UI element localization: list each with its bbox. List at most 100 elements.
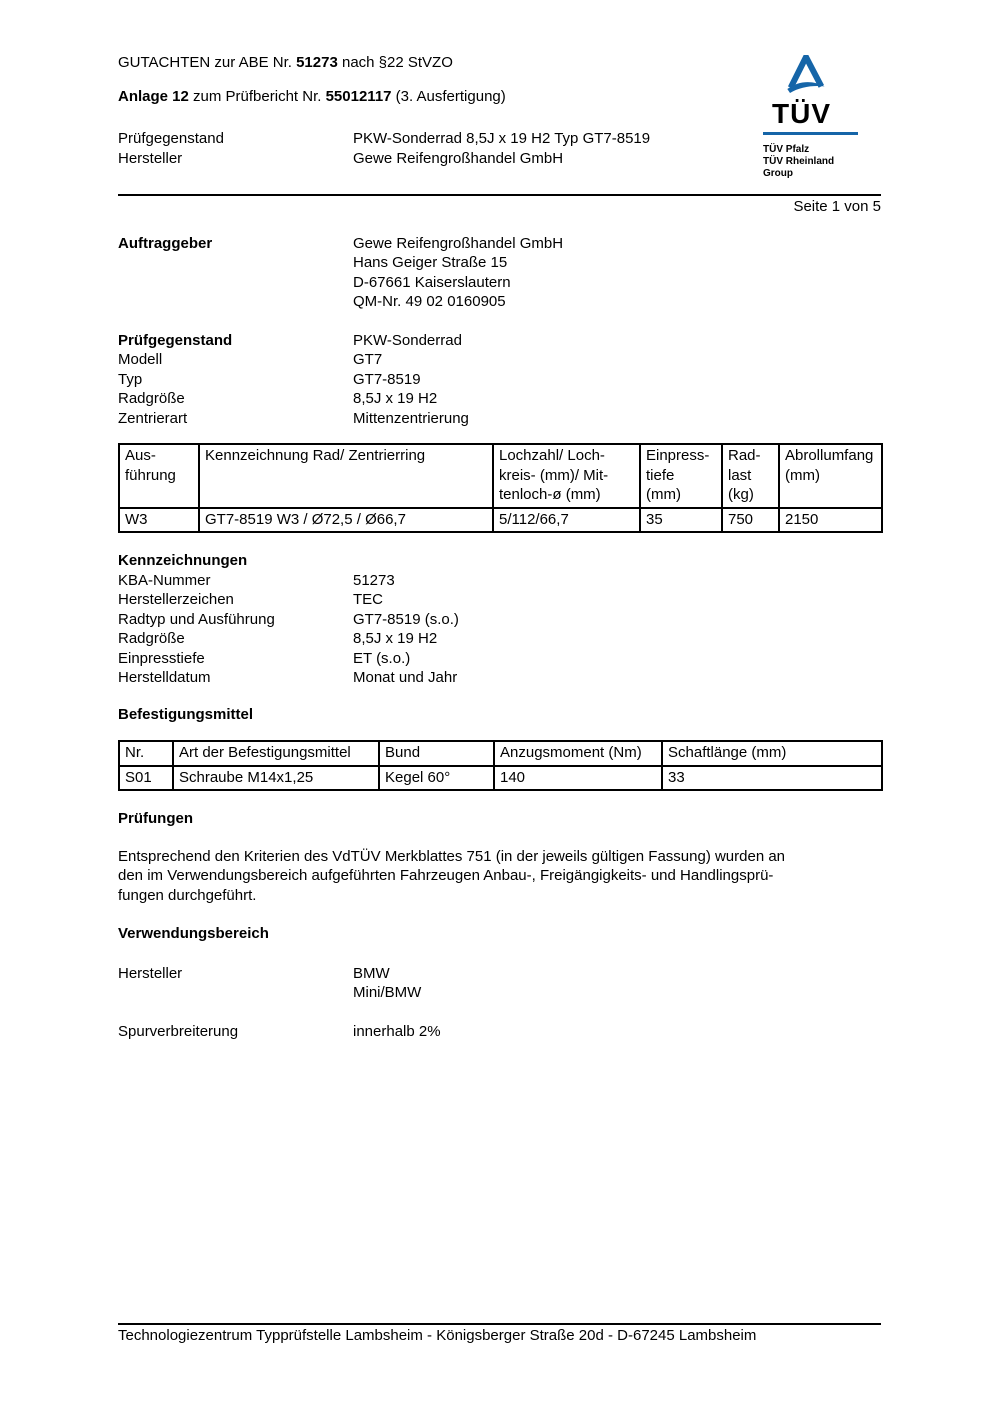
wheel-header-lochzahl: Lochzahl/ Loch- kreis- (mm)/ Mit- tenloc…	[492, 443, 641, 509]
tuv-triangle-icon	[787, 55, 825, 93]
wheel-spec-header-row: Aus- führung Kennzeichnung Rad/ Zentrier…	[118, 443, 883, 509]
zentrierart-row: Zentrierart Mittenzentrierung	[118, 409, 881, 429]
kba-nummer-row: KBA-Nummer 51273	[118, 571, 881, 591]
wheel-cell-abrollumfang: 2150	[778, 506, 883, 533]
zentrierart-value: Mittenzentrierung	[353, 409, 469, 427]
wheel-header-einpresstiefe: Einpress- tiefe (mm)	[639, 443, 723, 509]
fastener-cell-bund: Kegel 60°	[378, 764, 495, 791]
kennz-radgroesse-row: Radgröße 8,5J x 19 H2	[118, 629, 881, 649]
typ-row: Typ GT7-8519	[118, 370, 881, 390]
auftraggeber-address: Gewe Reifengroßhandel GmbH Hans Geiger S…	[353, 234, 564, 311]
fastener-cell-nr: S01	[118, 764, 174, 791]
auftraggeber-section: Auftraggeber Gewe Reifengroßhandel GmbH …	[118, 234, 881, 312]
title-prefix: GUTACHTEN zur ABE Nr.	[118, 54, 297, 71]
header-fields: Prüfgegenstand PKW-Sonderrad 8,5J x 19 H…	[118, 129, 881, 168]
fastener-header-schaftlaenge: Schaftlänge (mm)	[661, 740, 883, 767]
verwendung-hersteller-values: BMW Mini/BMW	[353, 964, 422, 1002]
fastener-cell-art: Schraube M14x1,25	[172, 764, 380, 791]
radgroesse-row: Radgröße 8,5J x 19 H2	[118, 389, 881, 409]
modell-row: Modell GT7	[118, 350, 881, 370]
anlage-mid: zum Prüfbericht Nr.	[188, 87, 326, 105]
kba-nummer-label: KBA-Nummer	[118, 571, 211, 589]
fastener-header-anzugsmoment: Anzugsmoment (Nm)	[493, 740, 663, 767]
einpresstiefe-label: Einpresstiefe	[118, 649, 205, 667]
radgroesse-value: 8,5J x 19 H2	[353, 390, 438, 407]
wheel-header-ausfuehrung: Aus- führung	[118, 443, 200, 509]
pruefgegenstand-section-value: PKW-Sonderrad	[353, 331, 462, 349]
anlage-line: Anlage 12 zum Prüfbericht Nr. 55012117 (…	[118, 87, 881, 107]
befestigungsmittel-heading: Befestigungsmittel	[118, 705, 254, 723]
pruefgegenstand-section-label: Prüfgegenstand	[118, 331, 233, 349]
fastener-table: Nr. Art der Befestigungsmittel Bund Anzu…	[118, 740, 883, 791]
footer-address: Technologiezentrum Typprüfstelle Lambshe…	[118, 1323, 881, 1346]
pruefungen-heading: Prüfungen	[118, 810, 193, 827]
radtyp-row: Radtyp und Ausführung GT7-8519 (s.o.)	[118, 610, 881, 630]
hersteller-value: Gewe Reifengroßhandel GmbH	[353, 149, 564, 167]
einpresstiefe-value: ET (s.o.)	[353, 649, 411, 667]
fastener-header-row: Nr. Art der Befestigungsmittel Bund Anzu…	[118, 740, 883, 767]
anlage-label: Anlage 12	[118, 87, 189, 105]
herstelldatum-value: Monat und Jahr	[353, 669, 458, 686]
radgroesse-label: Radgröße	[118, 390, 185, 407]
wheel-header-kennzeichnung: Kennzeichnung Rad/ Zentrierring	[198, 443, 494, 509]
herstelldatum-label: Herstelldatum	[118, 669, 211, 686]
kennz-radgroesse-value: 8,5J x 19 H2	[353, 630, 438, 647]
tuv-logo: TÜV TÜV Pfalz TÜV Rheinland Group	[763, 55, 858, 180]
wheel-header-abrollumfang: Abrollumfang (mm)	[778, 443, 883, 509]
pruefgegenstand-section: Prüfgegenstand PKW-Sonderrad Modell GT7 …	[118, 331, 881, 429]
fastener-header-bund: Bund	[378, 740, 495, 767]
modell-value: GT7	[353, 351, 383, 368]
wheel-spec-data-row: W3 GT7-8519 W3 / Ø72,5 / Ø66,7 5/112/66,…	[118, 506, 883, 533]
radtyp-label: Radtyp und Ausführung	[118, 610, 275, 628]
verwendungsbereich-heading: Verwendungsbereich	[118, 925, 269, 942]
kba-nummer-value: 51273	[353, 571, 395, 589]
document-title: GUTACHTEN zur ABE Nr. 51273 nach §22 StV…	[118, 53, 881, 73]
spurverbreiterung-label: Spurverbreiterung	[118, 1022, 239, 1040]
header-rule	[118, 194, 881, 196]
herstellerzeichen-row: Herstellerzeichen TEC	[118, 590, 881, 610]
title-suffix: nach §22 StVZO	[337, 54, 453, 71]
pruefgegenstand-label: Prüfgegenstand	[118, 130, 224, 147]
wheel-cell-ausfuehrung: W3	[118, 506, 200, 533]
kennzeichnungen-heading: Kennzeichnungen	[118, 552, 248, 569]
pruefgegenstand-main-row: Prüfgegenstand PKW-Sonderrad	[118, 331, 881, 351]
wheel-cell-lochzahl: 5/112/66,7	[492, 506, 641, 533]
pruefungen-paragraph: Entsprechend den Kriterien des VdTÜV Mer…	[118, 847, 786, 904]
header-pruefgegenstand-row: Prüfgegenstand PKW-Sonderrad 8,5J x 19 H…	[118, 129, 881, 149]
fastener-cell-schaftlaenge: 33	[661, 764, 883, 791]
fastener-header-nr: Nr.	[118, 740, 174, 767]
spurverbreiterung-row: Spurverbreiterung innerhalb 2%	[118, 1022, 881, 1042]
tuv-logo-underline	[763, 132, 858, 135]
wheel-spec-table: Aus- führung Kennzeichnung Rad/ Zentrier…	[118, 443, 883, 533]
page-indicator: Seite 1 von 5	[793, 198, 881, 215]
auftraggeber-label: Auftraggeber	[118, 234, 213, 252]
wheel-cell-radlast: 750	[721, 506, 780, 533]
hersteller-label: Hersteller	[118, 149, 183, 167]
fastener-data-row: S01 Schraube M14x1,25 Kegel 60° 140 33	[118, 764, 883, 791]
herstelldatum-row: Herstelldatum Monat und Jahr	[118, 668, 881, 688]
tuv-wordmark: TÜV	[772, 98, 831, 129]
tuv-org-lines: TÜV Pfalz TÜV Rheinland Group	[763, 144, 835, 179]
herstellerzeichen-value: TEC	[353, 591, 383, 608]
fastener-header-art: Art der Befestigungsmittel	[172, 740, 380, 767]
kennzeichnungen-section: Kennzeichnungen KBA-Nummer 51273 Herstel…	[118, 551, 881, 688]
header-hersteller-row: Hersteller Gewe Reifengroßhandel GmbH	[118, 149, 881, 169]
verwendung-hersteller-row: Hersteller BMW Mini/BMW	[118, 964, 881, 1003]
spurverbreiterung-value: innerhalb 2%	[353, 1022, 441, 1040]
pruefbericht-number: 55012117	[325, 87, 392, 105]
kennz-radgroesse-label: Radgröße	[118, 630, 185, 647]
abe-number: 51273	[296, 54, 338, 71]
typ-value: GT7-8519	[353, 370, 421, 388]
herstellerzeichen-label: Herstellerzeichen	[118, 591, 234, 608]
radtyp-value: GT7-8519 (s.o.)	[353, 610, 459, 628]
wheel-cell-kennzeichnung: GT7-8519 W3 / Ø72,5 / Ø66,7	[198, 506, 494, 533]
modell-label: Modell	[118, 351, 163, 368]
wheel-header-radlast: Rad- last (kg)	[721, 443, 780, 509]
zentrierart-label: Zentrierart	[118, 409, 188, 427]
wheel-cell-einpresstiefe: 35	[639, 506, 723, 533]
pruefgegenstand-value: PKW-Sonderrad 8,5J x 19 H2 Typ GT7-8519	[353, 130, 651, 147]
typ-label: Typ	[118, 370, 143, 388]
anlage-suffix: (3. Ausfertigung)	[391, 87, 506, 105]
einpresstiefe-row: Einpresstiefe ET (s.o.)	[118, 649, 881, 669]
